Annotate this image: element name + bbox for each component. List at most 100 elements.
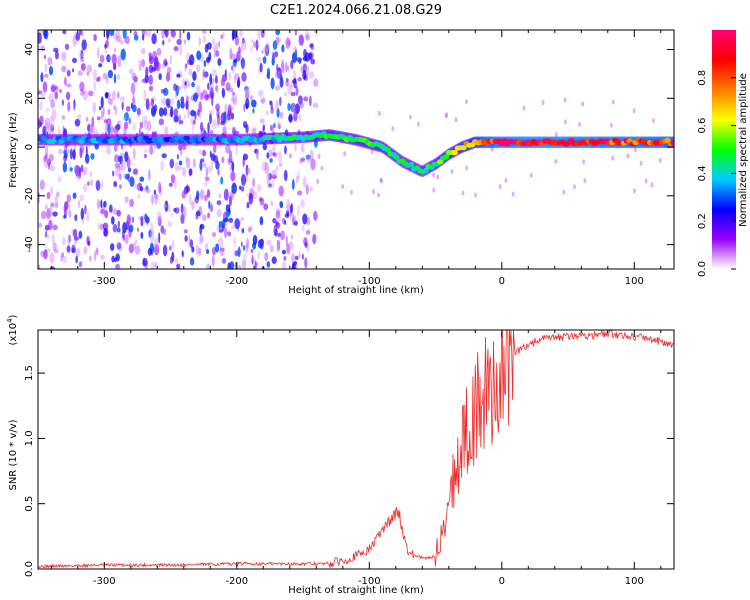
noise-blob — [101, 178, 104, 190]
noise-blob — [98, 63, 103, 68]
noise-blob — [93, 80, 97, 92]
noise-blob — [554, 159, 558, 164]
noise-blob — [184, 63, 188, 72]
noise-blob — [72, 68, 75, 73]
noise-blob — [266, 67, 271, 77]
noise-blob — [137, 215, 141, 221]
noise-blob — [275, 210, 281, 219]
noise-blob — [203, 130, 207, 138]
noise-blob — [49, 252, 55, 264]
noise-blob — [134, 239, 138, 244]
noise-blob — [153, 189, 157, 195]
noise-blob — [198, 234, 203, 245]
noise-blob — [174, 91, 178, 100]
noise-blob — [170, 212, 173, 218]
noise-blob — [148, 74, 153, 86]
noise-blob — [116, 242, 122, 250]
noise-blob — [132, 122, 136, 132]
noise-blob — [230, 53, 236, 61]
noise-blob — [206, 249, 210, 255]
noise-blob — [294, 48, 298, 59]
noise-blob — [271, 56, 275, 66]
noise-blob — [303, 237, 308, 246]
noise-blob — [219, 247, 225, 252]
noise-blob — [256, 148, 259, 161]
noise-blob — [504, 177, 508, 183]
noise-blob — [54, 91, 58, 100]
noise-blob — [142, 115, 148, 126]
noise-blob — [66, 245, 71, 253]
noise-blob — [259, 216, 264, 226]
noise-blob — [238, 30, 243, 37]
noise-blob — [78, 261, 83, 268]
noise-blob — [99, 54, 105, 63]
colorbar-tick-label: 0.0 — [697, 261, 708, 277]
noise-blob — [286, 39, 291, 46]
noise-blob — [209, 82, 215, 94]
noise-blob — [79, 49, 84, 61]
noise-blob — [181, 78, 185, 89]
noise-blob — [221, 87, 226, 98]
noise-blob — [75, 255, 78, 264]
noise-blob — [611, 155, 615, 161]
noise-blob — [304, 30, 310, 40]
noise-blob — [212, 38, 216, 46]
noise-blob — [92, 69, 97, 81]
noise-blob — [202, 89, 208, 99]
noise-blob — [170, 106, 174, 118]
noise-blob — [444, 113, 448, 119]
noise-blob — [219, 250, 225, 257]
noise-blob — [100, 96, 104, 108]
noise-blob — [115, 165, 121, 178]
noise-blob — [220, 120, 226, 126]
noise-blob — [230, 225, 235, 230]
noise-blob — [104, 48, 108, 54]
noise-blob — [148, 229, 152, 238]
noise-blob — [261, 161, 267, 172]
noise-blob — [143, 30, 148, 38]
noise-blob — [218, 220, 221, 230]
noise-blob — [185, 157, 191, 169]
noise-blob — [242, 245, 245, 251]
noise-blob — [231, 112, 235, 120]
noise-blob — [160, 160, 165, 171]
noise-blob — [206, 189, 211, 198]
noise-blob — [287, 83, 293, 95]
noise-blob — [278, 185, 284, 197]
noise-blob — [378, 110, 381, 116]
noise-blob — [199, 160, 203, 171]
noise-blob — [202, 149, 207, 157]
noise-blob — [229, 261, 235, 269]
noise-blob — [216, 208, 222, 218]
noise-blob — [271, 174, 277, 179]
noise-blob — [191, 201, 195, 210]
noise-blob — [262, 56, 267, 64]
noise-blob — [83, 183, 87, 192]
noise-blob — [224, 103, 228, 114]
noise-blob — [184, 114, 186, 119]
noise-blob — [202, 35, 206, 44]
noise-blob — [84, 166, 88, 176]
noise-blob — [39, 101, 43, 111]
noise-blob — [251, 128, 257, 135]
noise-blob — [170, 30, 176, 38]
noise-blob — [256, 150, 259, 159]
noise-blob — [205, 263, 211, 269]
noise-blob — [108, 55, 113, 61]
noise-blob — [259, 238, 265, 245]
noise-blob — [246, 168, 252, 175]
noise-blob — [202, 214, 207, 222]
noise-blob — [73, 228, 78, 238]
noise-blob — [251, 99, 257, 108]
noise-blob — [102, 222, 109, 230]
noise-blob — [81, 39, 87, 51]
ridge-point — [422, 167, 429, 174]
noise-blob — [68, 234, 71, 243]
noise-blob — [234, 35, 239, 46]
noise-blob — [131, 72, 137, 81]
noise-blob — [229, 150, 232, 162]
noise-blob — [316, 179, 320, 184]
noise-blob — [185, 63, 188, 69]
noise-blob — [103, 200, 107, 208]
noise-blob — [192, 158, 196, 168]
